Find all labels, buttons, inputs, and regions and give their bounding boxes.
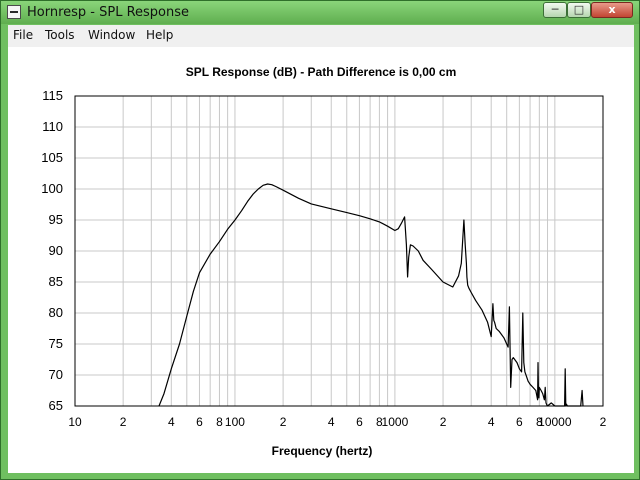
x-tick-label: 2	[120, 415, 127, 429]
y-tick-label: 100	[41, 181, 63, 196]
menu-bar: File Tools Window Help	[8, 25, 634, 48]
x-tick-label: 2	[280, 415, 287, 429]
x-tick-label: 8	[376, 415, 383, 429]
window-title: Hornresp - SPL Response	[27, 5, 190, 20]
x-tick-label: 8	[216, 415, 223, 429]
y-tick-label: 80	[49, 305, 63, 320]
menu-help[interactable]: Help	[146, 28, 174, 42]
y-tick-label: 65	[49, 398, 63, 413]
menu-window[interactable]: Window	[88, 28, 136, 42]
x-tick-label: 10	[68, 415, 82, 429]
menu-file[interactable]: File	[13, 28, 34, 42]
maximize-button[interactable]: □	[567, 2, 591, 18]
x-tick-label: 2	[440, 415, 447, 429]
title-bar[interactable]: Hornresp - SPL Response ─ □ x	[1, 1, 639, 24]
x-tick-label: 10000	[538, 415, 572, 429]
y-tick-label: 75	[49, 336, 63, 351]
chart-area: 10 2 4 6 8 100 2 4 6 8 1000 2 4 6 8 10000 2 115 110 105 100 9…	[8, 47, 634, 473]
minimize-button[interactable]: ─	[543, 2, 567, 18]
chart-title: SPL Response (dB) - Path Difference is 0…	[186, 65, 457, 79]
x-axis-label: Frequency (hertz)	[272, 444, 373, 458]
x-tick-label: 4	[168, 415, 175, 429]
x-tick-label: 2	[600, 415, 607, 429]
x-tick-label: 8	[536, 415, 543, 429]
spl-series-line	[158, 183, 584, 407]
y-tick-label: 115	[42, 88, 63, 103]
app-icon	[7, 5, 21, 19]
menu-tools[interactable]: Tools	[45, 28, 75, 42]
x-tick-label: 1000	[382, 415, 409, 429]
y-tick-label: 70	[49, 367, 63, 382]
y-tick-label: 110	[42, 119, 63, 134]
x-tick-label: 4	[488, 415, 495, 429]
x-tick-label: 100	[225, 415, 245, 429]
x-tick-label: 6	[196, 415, 203, 429]
close-button[interactable]: x	[591, 2, 633, 18]
y-tick-label: 105	[41, 150, 63, 165]
x-tick-label: 6	[516, 415, 523, 429]
x-tick-label: 4	[328, 415, 335, 429]
y-tick-label: 95	[49, 212, 63, 227]
x-tick-label: 6	[356, 415, 363, 429]
y-tick-label: 90	[49, 243, 63, 258]
y-tick-label: 85	[49, 274, 63, 289]
plot-frame	[74, 95, 604, 407]
